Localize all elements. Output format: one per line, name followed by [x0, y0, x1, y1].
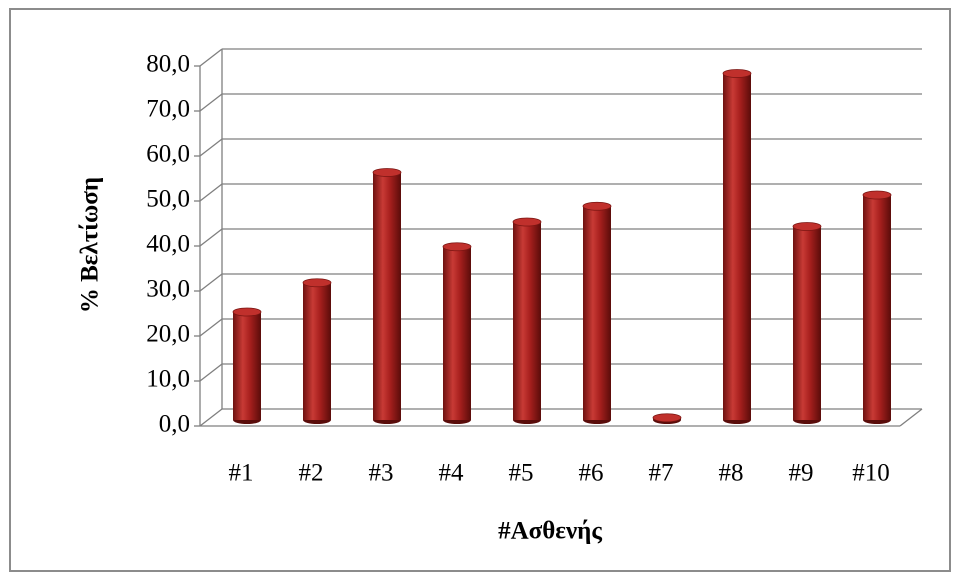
y-tick-label: 60,0: [146, 141, 190, 168]
bar: [793, 226, 821, 420]
x-tick-label: #9: [789, 460, 814, 487]
bar-top: [302, 278, 332, 288]
bar-top: [862, 190, 892, 200]
bar-top: [582, 201, 612, 211]
y-tick-label: 40,0: [146, 231, 190, 258]
grid-line: [199, 408, 223, 427]
y-tick-label: 10,0: [146, 366, 190, 393]
grid-line: [199, 48, 223, 67]
grid-line: [199, 228, 223, 247]
grid-line: [199, 318, 223, 337]
x-tick-label: #10: [852, 460, 890, 487]
x-tick-label: #8: [719, 460, 744, 487]
bar-top: [512, 217, 542, 227]
grid-line: [199, 93, 223, 112]
x-tick-label: #1: [229, 460, 254, 487]
bar: [233, 312, 261, 420]
bar-top: [792, 222, 822, 231]
bar: [513, 222, 541, 420]
bar: [863, 195, 891, 420]
y-tick-label: 20,0: [146, 321, 190, 348]
floor-line: [899, 408, 923, 427]
bar-top: [652, 413, 682, 423]
bar-top: [722, 69, 752, 78]
y-tick-label: 80,0: [146, 51, 190, 78]
bar: [443, 246, 471, 420]
bar: [303, 282, 331, 420]
grid-line: [199, 138, 223, 157]
x-tick-label: #4: [439, 460, 465, 487]
grid-line: [199, 273, 223, 292]
y-tick-label: 70,0: [146, 96, 190, 123]
x-tick-label: #5: [509, 460, 534, 487]
y-axis-title: % Βελτίωση: [77, 177, 104, 313]
x-tick-label: #7: [649, 460, 674, 487]
grid-line: [199, 363, 223, 382]
bar-top: [442, 242, 472, 252]
x-tick-label: #6: [579, 460, 604, 487]
bar: [583, 206, 611, 420]
y-tick-label: 30,0: [146, 276, 190, 303]
bar: [723, 73, 751, 420]
x-axis-title: #Ασθενής: [498, 518, 602, 545]
bar-top: [372, 168, 402, 177]
y-tick-label: 0,0: [159, 411, 190, 438]
bar-top: [232, 307, 262, 317]
bar: [373, 172, 401, 420]
y-tick-label: 50,0: [146, 186, 190, 213]
x-tick-label: #3: [369, 460, 394, 487]
grid-line: [199, 183, 223, 202]
x-tick-label: #2: [299, 460, 324, 487]
